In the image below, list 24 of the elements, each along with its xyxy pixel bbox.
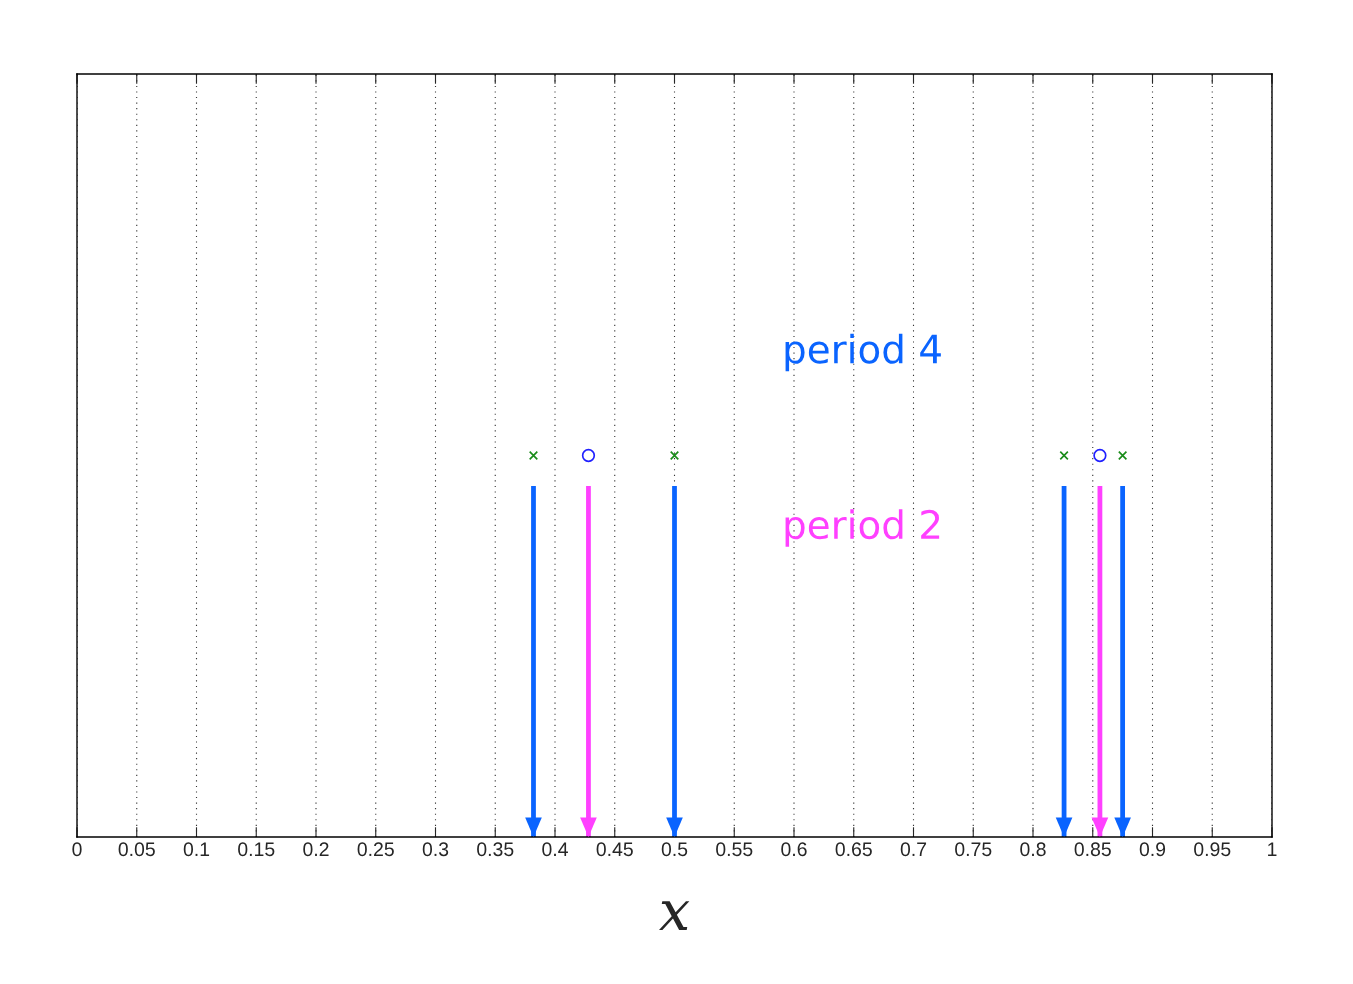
x-tick-label: 0.15 (238, 842, 275, 857)
x-tick-label: 0.9 (1139, 842, 1166, 857)
x-tick-label: 0.05 (118, 842, 155, 857)
x-axis-title: x (659, 901, 690, 930)
x-tick-label: 0.2 (303, 842, 329, 857)
x-tick-label: 1 (1268, 842, 1277, 856)
x-tick-label: 0.5 (661, 842, 688, 857)
x-tick-label: 0.85 (1074, 842, 1111, 857)
text: period 4 (785, 333, 941, 372)
x-tick-label: 0.65 (835, 842, 872, 857)
x-tick-label: 0.6 (781, 842, 807, 857)
x-tick-label: 0.25 (357, 842, 394, 857)
x-tick-label: 0.35 (477, 842, 514, 857)
x-tick-label: 0.7 (900, 842, 927, 857)
x-tick-label: 0.75 (955, 842, 992, 857)
x-tick-label: 0.45 (596, 842, 633, 857)
x-tick-label: 0.4 (542, 842, 568, 857)
text: period 2 (785, 509, 940, 547)
x-tick-label: 0.1 (183, 842, 210, 857)
x-tick-label: 0 (72, 842, 82, 857)
x-tick-label: 0.8 (1020, 842, 1046, 857)
x-tick-label: 0.95 (1194, 842, 1231, 857)
x-tick-label: 0.3 (422, 842, 449, 857)
x-tick-label: 0.55 (716, 842, 753, 857)
